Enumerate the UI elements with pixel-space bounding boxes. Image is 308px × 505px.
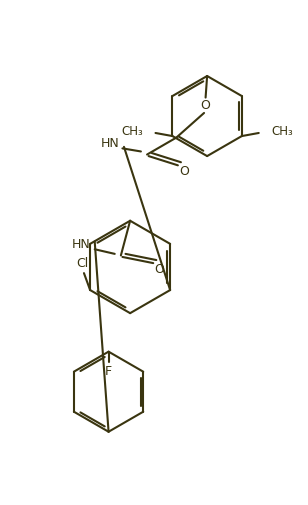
Text: HN: HN	[71, 238, 90, 251]
Text: F: F	[105, 365, 112, 378]
Text: CH₃: CH₃	[271, 125, 293, 138]
Text: HN: HN	[101, 137, 120, 150]
Text: O: O	[201, 99, 211, 112]
Text: O: O	[154, 263, 164, 276]
Text: Cl: Cl	[76, 257, 88, 270]
Text: O: O	[179, 165, 189, 178]
Text: CH₃: CH₃	[121, 125, 143, 138]
